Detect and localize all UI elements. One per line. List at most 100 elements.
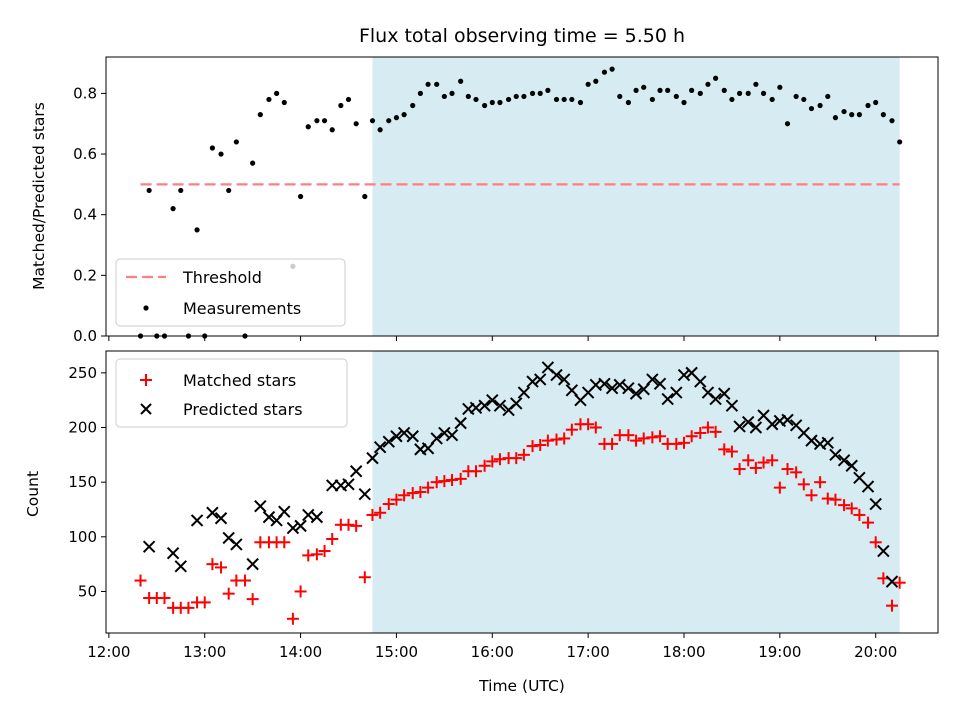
predicted-star-point	[214, 512, 228, 525]
matched-star-point	[238, 574, 251, 587]
measurement-point	[593, 78, 599, 84]
measurement-point	[369, 118, 376, 124]
matched-star-point	[430, 476, 443, 489]
measurement-point	[425, 81, 431, 87]
measurement-point	[274, 90, 280, 96]
predicted-star-point	[821, 436, 834, 450]
predicted-star-point	[454, 416, 467, 430]
bottom-subplot: 50 100 150 200 250 12:00 13:00 14:00 15:00 16:00…	[24, 350, 939, 695]
matched-star-point	[821, 492, 834, 505]
predicted-star-point	[869, 497, 882, 511]
matched-star-point	[582, 418, 595, 431]
matched-star-point	[294, 585, 307, 598]
matched-star-point	[701, 421, 714, 434]
measurement-point	[305, 124, 311, 130]
predicted-star-point	[829, 448, 842, 462]
predicted-star-point	[286, 521, 300, 535]
top-y-ticks: 0.0 0.2 0.4 0.6 0.8	[73, 84, 106, 345]
top-y-tick-label: 0.6	[73, 145, 97, 163]
measurement-point	[817, 102, 823, 109]
measurement-point	[209, 145, 215, 151]
matched-star-point	[398, 489, 411, 502]
matched-star-point	[630, 434, 643, 447]
predicted-star-point	[190, 514, 204, 527]
bottom-x-ticks: 12:00 13:00 14:00 15:00 16:00 17:00 18:00 19:00…	[87, 633, 897, 661]
measurement-point	[641, 84, 647, 90]
matched-star-point	[558, 432, 571, 445]
predicted-star-point	[430, 432, 443, 445]
top-legend: Threshold Measurements	[115, 258, 346, 327]
top-observing-span	[372, 57, 900, 336]
measurement-point	[856, 112, 863, 118]
top-axes-frame	[105, 56, 939, 337]
bottom-x-axis-label: Time (UTC)	[478, 677, 565, 695]
measurement-point	[434, 81, 440, 87]
measurement-point	[633, 87, 639, 93]
bottom-x-tick-label: 20:00	[854, 643, 897, 661]
matched-star-point	[773, 481, 786, 494]
matched-star-point	[797, 478, 810, 491]
measurement-point	[585, 81, 591, 87]
measurement-point	[505, 96, 512, 103]
matched-star-point	[446, 473, 459, 486]
measurement-point	[146, 187, 152, 194]
predicted-star-point	[421, 442, 435, 455]
predicted-star-point	[765, 418, 779, 431]
predicted-star-point	[781, 413, 794, 427]
predicted-star-point	[557, 373, 571, 386]
legend-measurements-label: Measurements	[183, 299, 301, 318]
matched-star-point	[326, 533, 339, 545]
matched-star-point	[757, 456, 770, 469]
measurement-point	[345, 96, 352, 103]
bottom-y-tick-label: 150	[68, 473, 97, 491]
predicted-star-point	[598, 377, 611, 390]
measurement-point	[681, 99, 687, 106]
predicted-star-point	[613, 378, 626, 392]
measurement-point	[545, 87, 551, 93]
measurement-points	[137, 66, 903, 339]
measurement-point	[297, 193, 304, 200]
predicted-star-point	[629, 387, 643, 400]
bottom-y-tick-label: 100	[68, 528, 97, 546]
predicted-star-point	[349, 465, 363, 478]
measurement-point	[489, 99, 495, 106]
measurement-point	[441, 93, 447, 100]
matched-star-point	[358, 571, 371, 584]
predicted-star-point	[517, 386, 531, 399]
measurement-point	[569, 96, 575, 103]
top-y-tick-label: 0.0	[73, 327, 97, 345]
predicted-star-point	[605, 381, 619, 395]
matched-star-point	[246, 593, 259, 606]
matched-star-point	[550, 433, 563, 446]
legend-measurements-swatch	[143, 305, 149, 311]
measurement-point	[417, 90, 423, 96]
predicted-star-point	[885, 575, 899, 588]
measurement-point	[777, 84, 783, 90]
predicted-star-point	[550, 368, 563, 382]
predicted-star-point	[709, 392, 722, 406]
measurement-point	[745, 90, 751, 96]
matched-star-point	[829, 493, 842, 506]
measurement-point	[736, 90, 743, 96]
predicted-star-point	[526, 375, 539, 388]
measurement-point	[808, 105, 815, 112]
matched-star-point	[694, 426, 707, 439]
matched-stars-points	[134, 418, 906, 625]
measurement-point	[657, 87, 663, 93]
matched-star-point	[749, 461, 762, 474]
measurement-point	[865, 102, 871, 109]
bottom-y-axis-label: Count	[24, 471, 42, 517]
predicted-star-point	[661, 392, 674, 406]
measurement-point	[880, 112, 886, 118]
measurement-point	[889, 118, 895, 124]
top-y-tick-label: 0.2	[73, 266, 97, 284]
measurement-point	[377, 127, 383, 133]
bottom-x-tick-label: 15:00	[375, 643, 418, 661]
top-legend-box	[115, 258, 346, 327]
top-y-tick-label: 0.8	[73, 84, 97, 102]
bottom-y-ticks: 50 100 150 200 250	[68, 364, 106, 600]
legend-predicted-label: Predicted stars	[183, 400, 303, 419]
matched-star-point	[589, 421, 602, 434]
predicted-star-point	[534, 373, 547, 386]
matched-star-point	[838, 499, 851, 512]
